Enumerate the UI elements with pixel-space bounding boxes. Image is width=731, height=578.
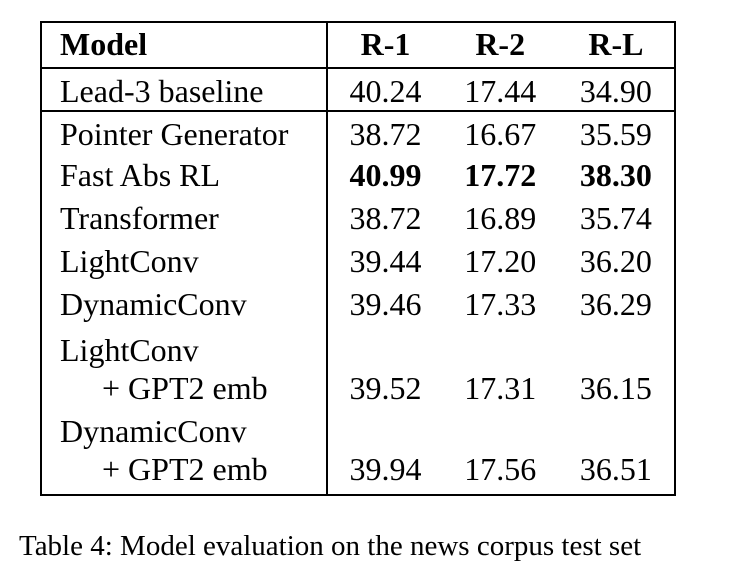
table-caption: Table 4: Model evaluation on the news co… — [19, 530, 642, 562]
r1-cell: 39.46 — [349, 286, 422, 322]
header-rl: R-L — [557, 23, 674, 69]
r1-cell: 39.52 — [349, 370, 422, 406]
r1-cell: 39.94 — [349, 451, 422, 487]
r2-cell: 17.20 — [464, 243, 537, 279]
rl-cell: 36.15 — [579, 370, 652, 406]
model-cell: Pointer Generator — [42, 111, 329, 154]
table-row: LightConv 39.44 17.20 36.20 — [42, 240, 674, 283]
model-cell: LightConv + GPT2 emb — [42, 326, 329, 407]
r2-cell: 17.33 — [464, 286, 537, 322]
rl-cell: 35.74 — [579, 200, 652, 236]
r1-cell: 38.72 — [349, 200, 422, 236]
table-row: Pointer Generator 38.72 16.67 35.59 — [42, 111, 674, 154]
table-row: LightConv + GPT2 emb 39.52 17.31 36.15 — [42, 326, 674, 407]
rl-cell: 35.59 — [579, 116, 652, 152]
model-cell: Lead-3 baseline — [42, 68, 329, 112]
model-variant: + GPT2 emb — [102, 451, 268, 487]
table-row: Transformer 38.72 16.89 35.74 — [42, 197, 674, 240]
table-header-row: Model R-1 R-2 R-L — [42, 23, 674, 69]
model-cell: DynamicConv — [42, 283, 329, 326]
rl-cell: 36.51 — [579, 451, 652, 487]
model-cell: DynamicConv + GPT2 emb — [42, 407, 329, 494]
table-row: DynamicConv + GPT2 emb 39.94 17.56 36.51 — [42, 407, 674, 494]
r1-cell: 39.44 — [349, 243, 422, 279]
r1-cell: 40.99 — [349, 157, 422, 193]
model-cell: LightConv — [42, 240, 329, 283]
r1-cell: 38.72 — [349, 116, 422, 152]
model-name: LightConv — [60, 332, 199, 368]
rl-cell: 36.20 — [579, 243, 652, 279]
model-cell: Fast Abs RL — [42, 154, 329, 197]
table-row: Fast Abs RL 40.99 17.72 38.30 — [42, 154, 674, 197]
r2-cell: 17.72 — [464, 157, 537, 193]
r2-cell: 16.89 — [464, 200, 537, 236]
header-r1: R-1 — [327, 23, 443, 69]
rl-cell: 34.90 — [557, 68, 674, 112]
r2-cell: 17.56 — [464, 451, 537, 487]
results-table: Model R-1 R-2 R-L Lead-3 baseline 40.24 … — [42, 23, 674, 494]
model-cell: Transformer — [42, 197, 329, 240]
r1-cell: 40.24 — [327, 68, 443, 112]
table-row: Lead-3 baseline 40.24 17.44 34.90 — [42, 68, 674, 112]
r2-cell: 17.31 — [464, 370, 537, 406]
rl-cell: 38.30 — [579, 157, 652, 193]
r2-cell: 16.67 — [464, 116, 537, 152]
rl-cell: 36.29 — [579, 286, 652, 322]
header-model: Model — [42, 23, 329, 69]
model-variant: + GPT2 emb — [102, 370, 268, 406]
r2-cell: 17.44 — [442, 68, 558, 112]
table-row: DynamicConv 39.46 17.33 36.29 — [42, 283, 674, 326]
header-r2: R-2 — [442, 23, 558, 69]
model-name: DynamicConv — [60, 413, 247, 449]
results-table-container: Model R-1 R-2 R-L Lead-3 baseline 40.24 … — [40, 21, 676, 496]
